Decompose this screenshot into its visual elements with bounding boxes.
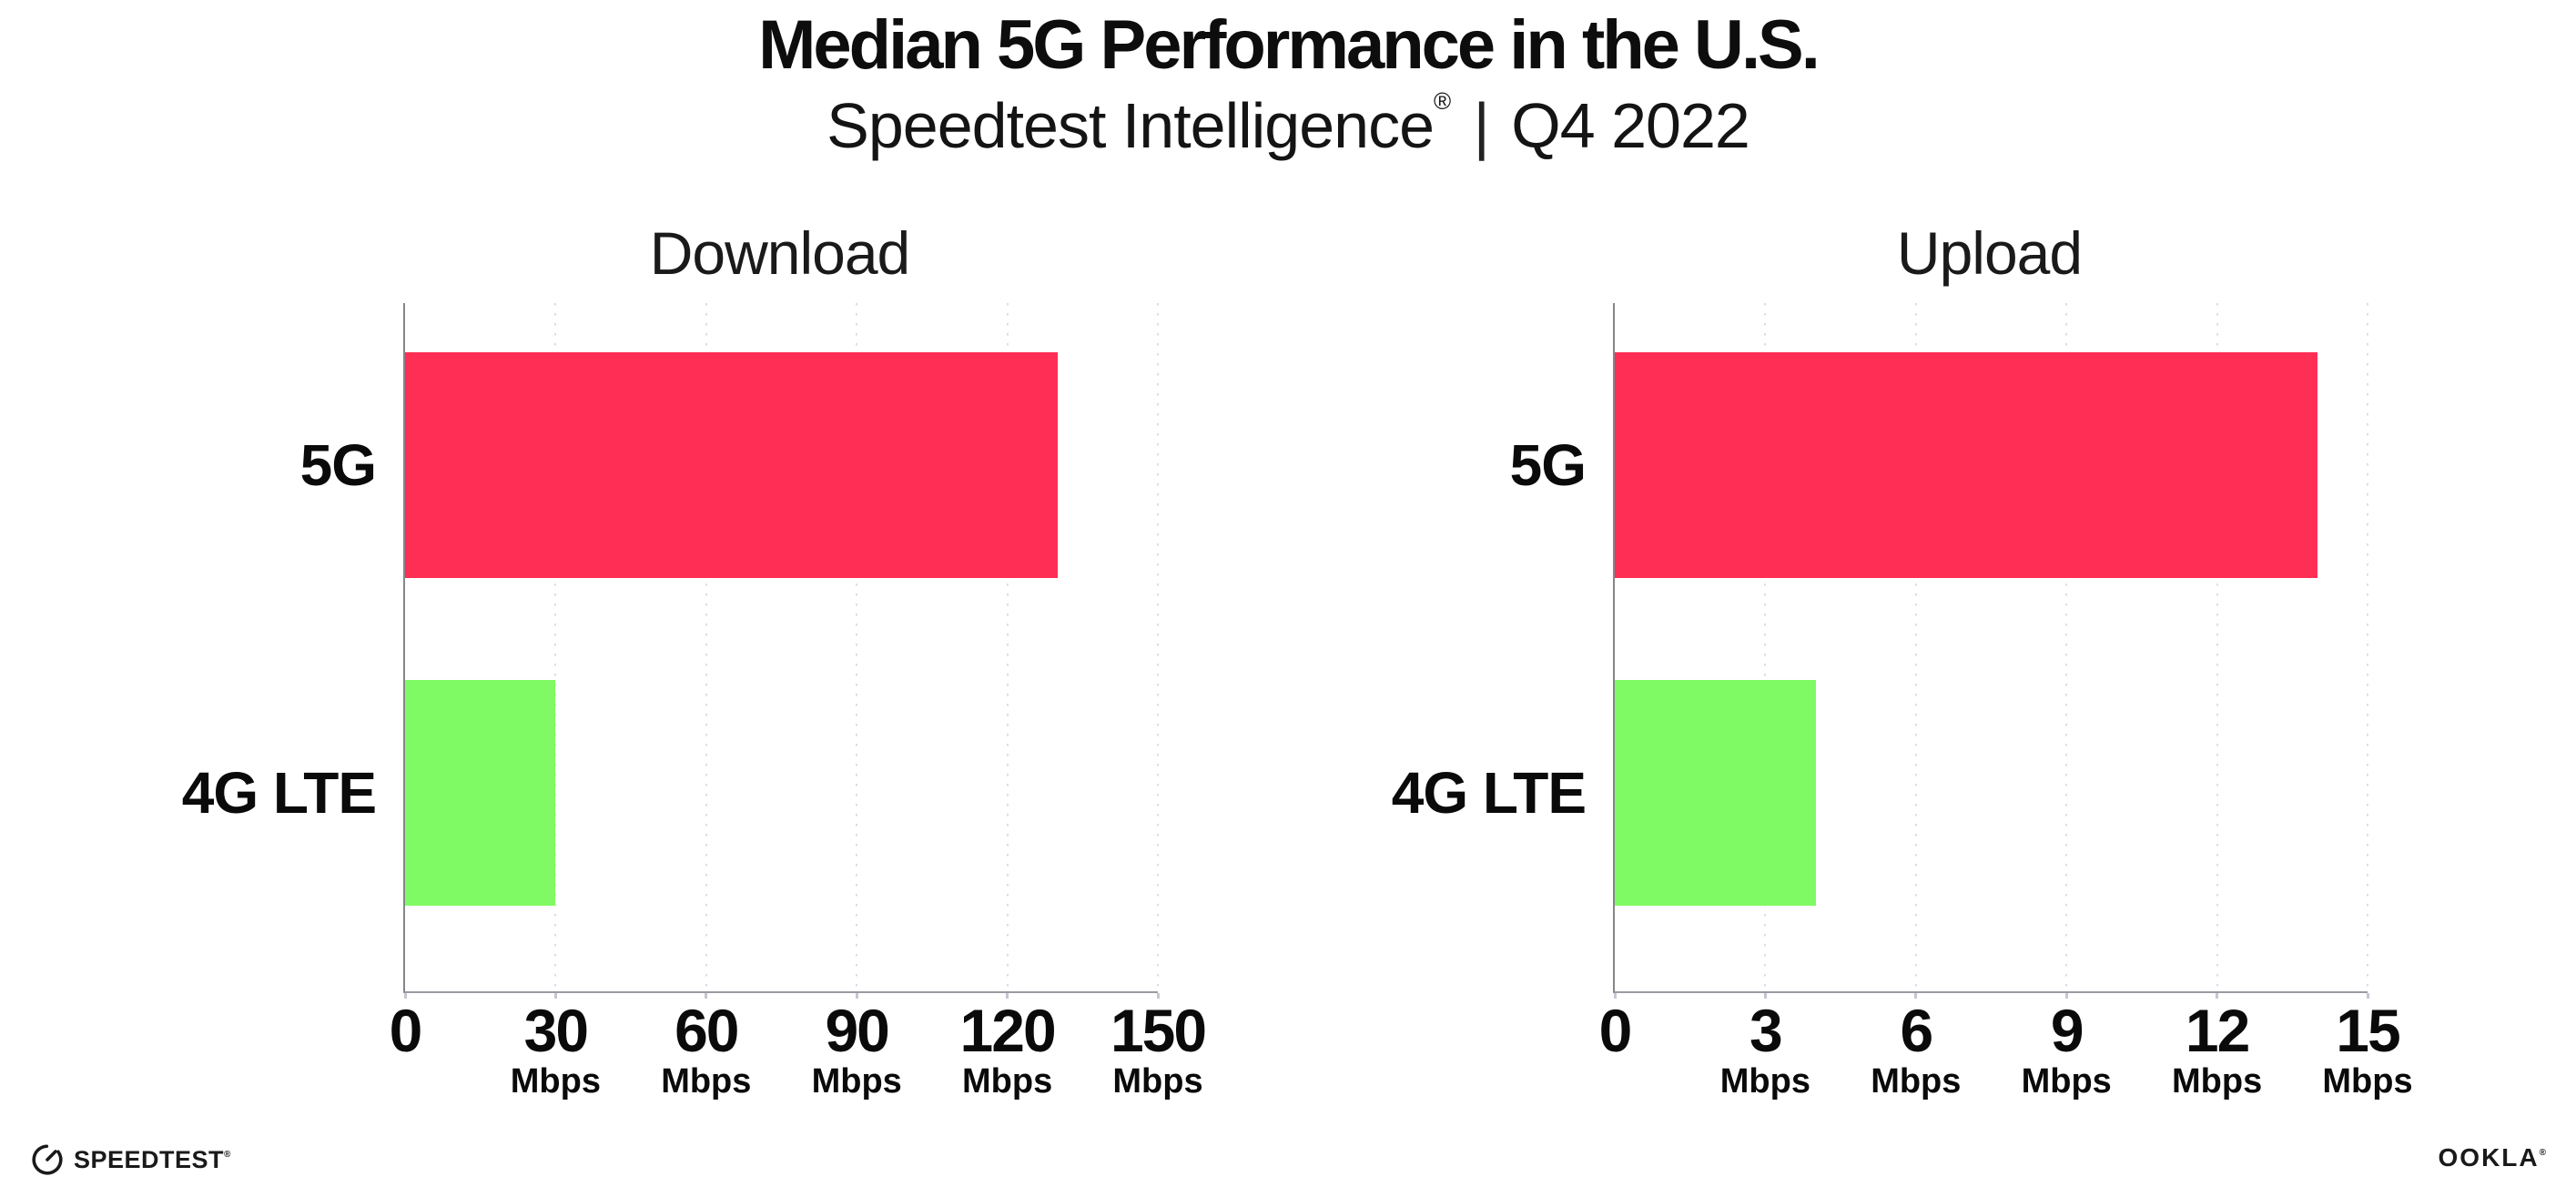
speedtest-wordmark: SPEEDTEST® [74, 1145, 231, 1173]
plot-area-download: 0 30 Mbps 60 Mbps 90 Mbps 120 Mbps 150 Mbps 5G 4G LT… [182, 303, 1207, 1099]
x-tick-unit-upload-6: Mbps [1871, 1062, 1962, 1101]
page-subtitle: Speedtest Intelligence® | Q4 2022 [0, 87, 2576, 162]
ookla-logo: OOKLA® [2439, 1143, 2546, 1172]
x-tick-value-upload-12: 12 [2185, 997, 2250, 1064]
x-tick-mark-upload-3 [1763, 993, 1767, 999]
gridline-upload-3 [1764, 303, 1767, 991]
x-tick-value-download-150: 150 [1110, 997, 1207, 1064]
subtitle-brand: Speedtest Intelligence [827, 90, 1435, 161]
x-tick-value-download-60: 60 [674, 997, 739, 1064]
gridline-upload-9 [2065, 303, 2068, 991]
x-tick-unit-download-150: Mbps [1112, 1062, 1203, 1101]
gridline-download-90 [856, 303, 858, 991]
x-tick-value-download-90: 90 [825, 997, 889, 1064]
x-tick-value-download-0: 0 [389, 997, 423, 1064]
bar-download-4g-lte [405, 680, 556, 906]
category-label-upload-5g: 5G [1509, 432, 1587, 498]
x-tick-mark-download-0 [403, 993, 407, 999]
x-tick-unit-upload-12: Mbps [2171, 1062, 2263, 1101]
x-tick-unit-download-120: Mbps [961, 1062, 1053, 1101]
speedtest-registered-mark: ® [224, 1149, 231, 1160]
x-tick-mark-upload-15 [2366, 993, 2369, 999]
x-tick-unit-download-30: Mbps [510, 1062, 601, 1101]
x-tick-unit-upload-9: Mbps [2021, 1062, 2112, 1101]
gridline-download-30 [554, 303, 557, 991]
x-tick-mark-upload-6 [1914, 993, 1918, 999]
gridline-upload-6 [1914, 303, 1917, 991]
chart-title-download: Download [649, 219, 911, 287]
bar-upload-4g-lte [1615, 680, 1816, 906]
plot-area-upload: 0 3 Mbps 6 Mbps 9 Mbps 12 Mbps 15 Mbps 5G 4G LTE [1392, 303, 2413, 1099]
subtitle-divider: | [1473, 90, 1490, 161]
x-tick-value-upload-3: 3 [1749, 997, 1783, 1064]
x-tick-value-upload-15: 15 [2336, 997, 2400, 1064]
ookla-wordmark: OOKLA [2438, 1143, 2540, 1172]
x-tick-mark-upload-9 [2064, 993, 2068, 999]
category-label-upload-4g-lte: 4G LTE [1391, 760, 1587, 826]
gridline-upload-12 [2216, 303, 2218, 991]
x-tick-mark-upload-12 [2216, 993, 2219, 999]
x-tick-mark-download-30 [553, 993, 557, 999]
ookla-registered-mark: ® [2539, 1148, 2546, 1158]
x-tick-mark-upload-0 [1613, 993, 1617, 999]
x-tick-unit-download-90: Mbps [811, 1062, 902, 1101]
gridline-download-150 [1157, 303, 1159, 991]
x-tick-unit-download-60: Mbps [661, 1062, 752, 1101]
x-tick-mark-download-60 [705, 993, 708, 999]
speedtest-logo: SPEEDTEST® [30, 1141, 231, 1178]
x-tick-value-upload-6: 6 [1900, 997, 1933, 1064]
x-tick-value-upload-9: 9 [2050, 997, 2084, 1064]
bar-upload-5g [1615, 352, 2317, 578]
bar-download-5g [405, 352, 1058, 578]
chart-title-upload: Upload [1896, 219, 2083, 287]
x-tick-mark-download-120 [1006, 993, 1009, 999]
x-tick-mark-download-90 [855, 993, 858, 999]
speedtest-gauge-icon [32, 1144, 63, 1175]
x-tick-unit-upload-15: Mbps [2322, 1062, 2413, 1101]
category-label-download-4g-lte: 4G LTE [181, 760, 377, 826]
category-label-download-5g: 5G [299, 432, 377, 498]
gridline-upload-15 [2367, 303, 2368, 991]
x-tick-unit-upload-3: Mbps [1719, 1062, 1810, 1101]
gridline-download-60 [705, 303, 707, 991]
subtitle-period: Q4 2022 [1511, 90, 1750, 161]
page-title: Median 5G Performance in the U.S. [758, 6, 1820, 84]
registered-mark: ® [1434, 87, 1452, 115]
x-tick-value-upload-0: 0 [1598, 997, 1633, 1064]
x-tick-mark-download-150 [1156, 993, 1160, 999]
x-tick-value-download-120: 120 [959, 997, 1057, 1064]
x-tick-value-download-30: 30 [523, 997, 589, 1064]
gridline-download-120 [1006, 303, 1009, 991]
